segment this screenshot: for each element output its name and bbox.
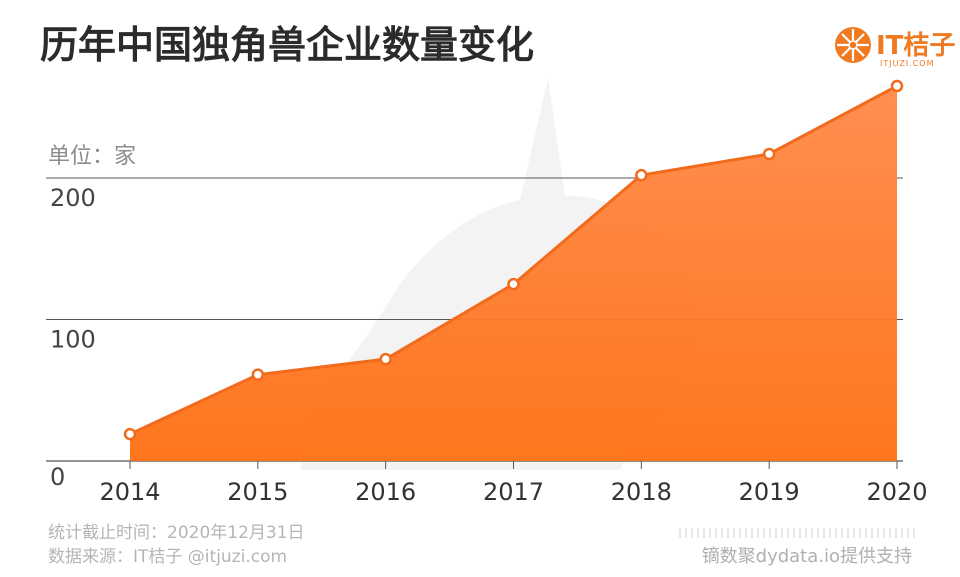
footer-source: 数据来源：IT桔子 @itjuzi.com xyxy=(48,547,287,567)
footer-date: 统计截止时间：2020年12月31日 xyxy=(48,523,305,543)
itjuzi-logo: IT桔子 ITJUZI.COM xyxy=(835,27,955,68)
unit-label: 单位：家 xyxy=(48,144,136,169)
x-tick-labels: 2014 2015 2016 2017 2018 2019 2020 xyxy=(99,461,928,506)
data-point-2018 xyxy=(635,168,648,182)
logo-text: IT桔子 xyxy=(876,31,955,61)
x-tick-label-2014: 2014 xyxy=(99,478,160,506)
data-point-2020 xyxy=(890,79,904,93)
data-points xyxy=(123,79,904,441)
x-tick-label-2018: 2018 xyxy=(611,478,672,506)
logo-subtext: ITJUZI.COM xyxy=(880,59,935,68)
footer-credit: 镝数聚dydata.io提供支持 xyxy=(702,546,912,567)
data-point-2017 xyxy=(507,277,520,291)
x-tick-label-2020: 2020 xyxy=(866,478,927,506)
credit-barcode xyxy=(679,528,915,538)
x-tick-label-2019: 2019 xyxy=(739,478,800,506)
x-tick-label-2016: 2016 xyxy=(355,478,416,506)
y-tick-labels: 0 100 200 xyxy=(50,184,96,491)
x-tick-label-2015: 2015 xyxy=(227,478,288,506)
data-point-2015 xyxy=(251,368,265,381)
y-tick-label-0: 0 xyxy=(50,463,65,491)
chart-title: 历年中国独角兽企业数量变化 xyxy=(40,23,534,67)
data-point-2019 xyxy=(762,147,776,161)
data-point-2014 xyxy=(123,427,137,441)
data-point-2016 xyxy=(379,352,392,366)
y-tick-label-100: 100 xyxy=(50,326,96,354)
y-tick-label-200: 200 xyxy=(50,184,96,212)
x-tick-label-2017: 2017 xyxy=(483,478,544,506)
